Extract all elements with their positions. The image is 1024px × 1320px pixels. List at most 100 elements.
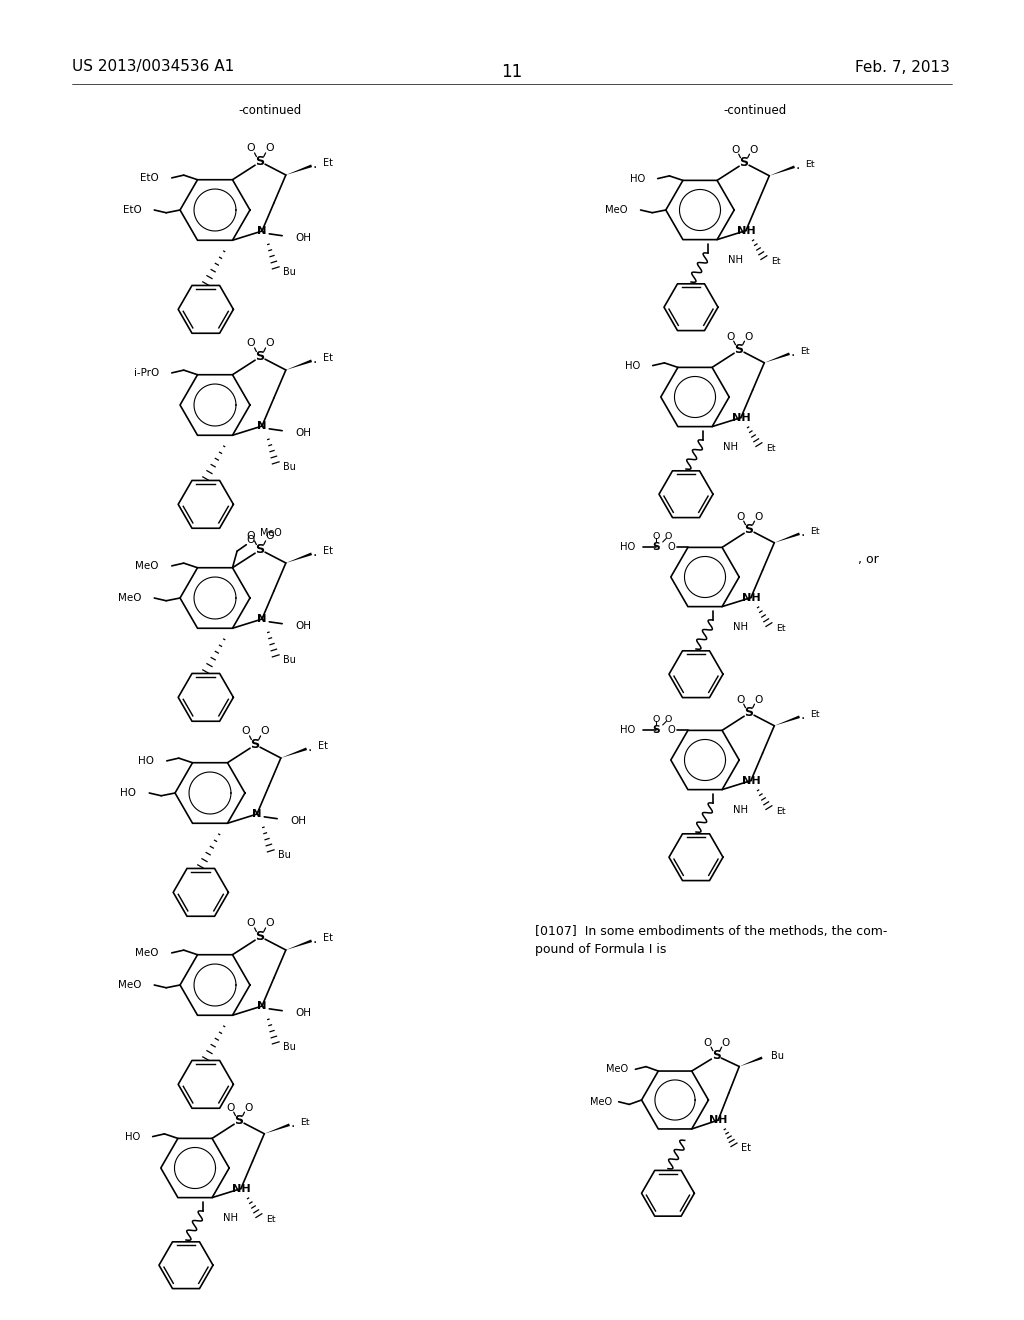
Text: MeO: MeO (118, 979, 141, 990)
Text: Et: Et (771, 256, 780, 265)
Text: OH: OH (290, 817, 306, 826)
Text: , or: , or (858, 553, 879, 566)
Text: Et: Et (776, 807, 785, 816)
Text: Et: Et (776, 624, 785, 632)
Text: [0107]  In some embodiments of the methods, the com-
pound of Formula I is: [0107] In some embodiments of the method… (535, 925, 888, 956)
Text: O: O (247, 338, 255, 348)
Text: O: O (247, 919, 255, 928)
Text: O: O (731, 145, 739, 154)
Text: ·: · (801, 711, 805, 726)
Text: O: O (736, 694, 744, 705)
Text: ·: · (307, 743, 311, 758)
Text: OH: OH (295, 1008, 311, 1019)
Text: OH: OH (295, 234, 311, 243)
Text: O: O (242, 726, 250, 737)
Text: ·: · (796, 162, 800, 176)
Text: OH: OH (295, 429, 311, 438)
Text: S: S (744, 523, 754, 536)
Text: i-PrO: i-PrO (133, 368, 159, 378)
Text: Bu: Bu (283, 268, 296, 277)
Text: S: S (256, 350, 264, 363)
Text: O: O (247, 535, 255, 545)
Text: ·: · (791, 348, 795, 363)
Text: Et: Et (810, 527, 820, 536)
Text: O: O (226, 1102, 234, 1113)
Text: NH: NH (733, 805, 748, 816)
Text: Et: Et (266, 1214, 275, 1224)
Text: N: N (257, 614, 266, 624)
Polygon shape (286, 940, 312, 950)
Polygon shape (739, 1056, 763, 1067)
Text: Et: Et (766, 444, 776, 453)
Text: N: N (257, 421, 266, 432)
Text: MeO: MeO (260, 528, 282, 537)
Text: Et: Et (323, 546, 333, 556)
Text: O: O (668, 543, 676, 552)
Text: O: O (265, 532, 273, 541)
Text: S: S (251, 738, 260, 751)
Text: Et: Et (323, 352, 333, 363)
Text: S: S (256, 543, 264, 556)
Polygon shape (286, 553, 312, 564)
Text: EtO: EtO (140, 173, 159, 183)
Text: S: S (734, 343, 743, 356)
Text: HO: HO (625, 360, 640, 371)
Polygon shape (774, 532, 800, 543)
Text: O: O (247, 144, 255, 153)
Text: HO: HO (621, 543, 636, 552)
Text: N: N (252, 809, 262, 820)
Text: NH: NH (733, 622, 748, 632)
Text: O: O (265, 144, 273, 153)
Text: Bu: Bu (279, 850, 291, 861)
Text: O: O (244, 1102, 252, 1113)
Text: NH: NH (231, 1184, 250, 1193)
Text: O: O (668, 726, 676, 735)
Text: O: O (726, 331, 734, 342)
Text: ·: · (312, 549, 316, 562)
Text: Bu: Bu (283, 656, 296, 665)
Text: O: O (749, 145, 758, 154)
Text: HO: HO (125, 1131, 140, 1142)
Text: ·: · (801, 529, 805, 543)
Text: S: S (744, 706, 754, 719)
Polygon shape (764, 352, 790, 363)
Text: O: O (265, 919, 273, 928)
Text: Et: Et (801, 347, 810, 355)
Text: Feb. 7, 2013: Feb. 7, 2013 (855, 59, 950, 74)
Text: HO: HO (121, 788, 136, 799)
Text: NH: NH (731, 413, 751, 422)
Text: NH: NH (709, 1115, 727, 1125)
Text: S: S (739, 156, 749, 169)
Text: NH: NH (741, 776, 760, 785)
Text: OH: OH (295, 622, 311, 631)
Text: ·: · (291, 1119, 295, 1134)
Text: Bu: Bu (283, 1043, 296, 1052)
Text: MeO: MeO (118, 593, 141, 603)
Text: O: O (665, 715, 672, 725)
Polygon shape (769, 165, 795, 176)
Text: NH: NH (741, 593, 760, 603)
Text: O: O (247, 532, 255, 541)
Text: ·: · (312, 936, 316, 950)
Text: MeO: MeO (590, 1097, 611, 1106)
Text: S: S (652, 726, 660, 735)
Text: EtO: EtO (123, 205, 141, 215)
Text: -continued: -continued (239, 103, 302, 116)
Text: -continued: -continued (723, 103, 786, 116)
Text: O: O (736, 512, 744, 521)
Text: Et: Et (741, 1143, 751, 1154)
Text: Et: Et (323, 933, 333, 942)
Polygon shape (286, 165, 312, 176)
Text: ·: · (312, 356, 316, 370)
Text: HO: HO (621, 726, 636, 735)
Text: O: O (260, 726, 268, 737)
Text: MeO: MeO (605, 205, 628, 215)
Text: N: N (257, 1001, 266, 1011)
Text: Et: Et (810, 710, 820, 718)
Text: O: O (754, 512, 762, 521)
Text: O: O (703, 1038, 712, 1048)
Text: Bu: Bu (283, 462, 296, 473)
Text: HO: HO (630, 174, 645, 183)
Text: Bu: Bu (771, 1051, 784, 1061)
Text: O: O (721, 1038, 729, 1048)
